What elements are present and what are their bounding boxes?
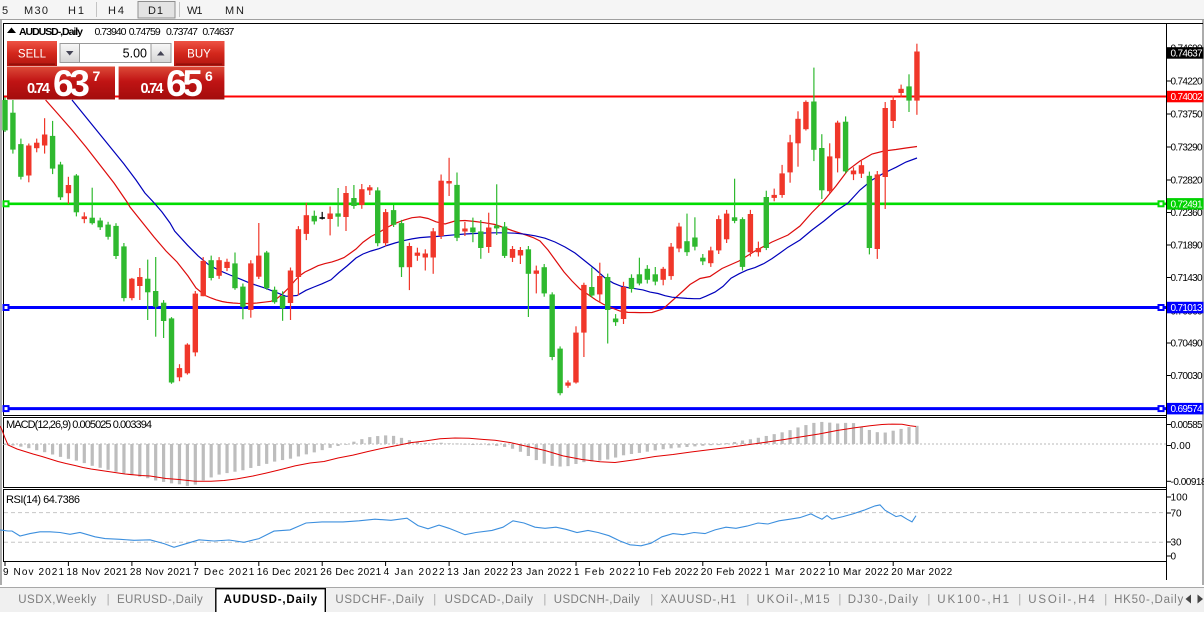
svg-text:20 Feb 2022: 20 Feb 2022: [701, 567, 762, 578]
svg-text:0.00: 0.00: [1171, 441, 1191, 452]
svg-text:63: 63: [53, 63, 90, 104]
svg-text:0.72820: 0.72820: [1171, 176, 1203, 187]
svg-text:10 Feb 2022: 10 Feb 2022: [637, 567, 698, 578]
svg-text:0.73747: 0.73747: [166, 26, 198, 38]
svg-text:UK100-,H1: UK100-,H1: [937, 594, 1009, 606]
svg-text:USDX,Weekly: USDX,Weekly: [18, 594, 96, 606]
svg-text:0.73290: 0.73290: [1171, 143, 1203, 154]
svg-text:28 Nov 2021: 28 Nov 2021: [130, 567, 191, 578]
svg-text:D1: D1: [148, 5, 163, 17]
svg-text:XAUUSD-,H1: XAUUSD-,H1: [661, 594, 736, 606]
svg-text:100: 100: [1171, 493, 1188, 504]
svg-text:20 Mar 2022: 20 Mar 2022: [891, 567, 952, 578]
svg-text:0.72491: 0.72491: [1171, 199, 1203, 210]
svg-text:1 Feb 2022: 1 Feb 2022: [574, 567, 635, 578]
svg-text:10 Mar 2022: 10 Mar 2022: [828, 567, 889, 578]
svg-text:|: |: [1018, 594, 1021, 606]
svg-text:|: |: [927, 594, 930, 606]
svg-text:|: |: [838, 594, 841, 606]
svg-text:USDCAD-,Daily: USDCAD-,Daily: [445, 594, 534, 606]
svg-text:0.73940: 0.73940: [95, 26, 127, 38]
svg-text:W1: W1: [187, 5, 203, 17]
svg-text:1 Mar 2022: 1 Mar 2022: [764, 567, 825, 578]
svg-text:AUDUSD-,Daily: AUDUSD-,Daily: [224, 594, 318, 606]
svg-text:30: 30: [1171, 538, 1182, 549]
svg-text:0.74220: 0.74220: [1171, 77, 1203, 88]
svg-text:6: 6: [205, 68, 213, 84]
svg-text:HK50-,Daily: HK50-,Daily: [1114, 594, 1183, 606]
svg-text:EURUSD-,Daily: EURUSD-,Daily: [117, 594, 203, 606]
svg-text:RSI(14) 64.7386: RSI(14) 64.7386: [6, 494, 80, 506]
svg-text:0.74: 0.74: [141, 81, 164, 97]
svg-text:0.71013: 0.71013: [1171, 303, 1203, 314]
svg-text:BUY: BUY: [187, 49, 211, 61]
svg-text:|: |: [650, 594, 653, 606]
svg-text:65: 65: [166, 63, 203, 104]
svg-text:7: 7: [93, 68, 101, 84]
svg-text:23 Jan 2022: 23 Jan 2022: [511, 567, 572, 578]
svg-text:|: |: [1104, 594, 1107, 606]
svg-text:AUDUSD-,Daily: AUDUSD-,Daily: [19, 26, 83, 38]
svg-text:0: 0: [1171, 552, 1177, 563]
svg-text:16 Dec 2021: 16 Dec 2021: [257, 567, 318, 578]
svg-text:9 Nov 2021: 9 Nov 2021: [3, 567, 64, 578]
svg-text:0.74002: 0.74002: [1171, 92, 1203, 103]
svg-text:0.00585: 0.00585: [1171, 420, 1203, 431]
svg-text:7 Dec 2021: 7 Dec 2021: [193, 567, 254, 578]
svg-text:DJ30-,Daily: DJ30-,Daily: [848, 594, 918, 606]
svg-text:MACD(12,26,9) 0.005025 0.00339: MACD(12,26,9) 0.005025 0.003394: [6, 419, 152, 431]
svg-text:0.69574: 0.69574: [1171, 404, 1203, 415]
svg-text:|: |: [107, 594, 110, 606]
svg-text:26 Dec 2021: 26 Dec 2021: [320, 567, 381, 578]
svg-text:0.74759: 0.74759: [129, 26, 161, 38]
svg-text:-0.00918: -0.00918: [1171, 477, 1204, 488]
svg-text:0.70490: 0.70490: [1171, 339, 1203, 350]
svg-text:5.00: 5.00: [123, 47, 147, 61]
svg-text:18 Nov 2021: 18 Nov 2021: [66, 567, 127, 578]
svg-text:SELL: SELL: [18, 49, 47, 61]
svg-text:|: |: [433, 594, 436, 606]
svg-text:13 Jan 2022: 13 Jan 2022: [447, 567, 508, 578]
svg-text:USDCNH-,Daily: USDCNH-,Daily: [554, 594, 640, 606]
svg-text:0.71890: 0.71890: [1171, 241, 1203, 252]
svg-text:|: |: [746, 594, 749, 606]
svg-text:0.74637: 0.74637: [202, 26, 234, 38]
svg-text:70: 70: [1171, 509, 1182, 520]
svg-text:0.73750: 0.73750: [1171, 110, 1203, 121]
svg-text:5: 5: [2, 5, 8, 17]
svg-text:M30: M30: [24, 5, 48, 17]
svg-text:0.74637: 0.74637: [1171, 49, 1203, 60]
svg-text:|: |: [543, 594, 546, 606]
svg-text:0.71430: 0.71430: [1171, 273, 1203, 284]
svg-text:USDCHF-,Daily: USDCHF-,Daily: [335, 594, 424, 606]
svg-text:0.74: 0.74: [27, 81, 50, 97]
svg-text:4 Jan 2022: 4 Jan 2022: [384, 567, 445, 578]
svg-text:0.70030: 0.70030: [1171, 371, 1203, 382]
